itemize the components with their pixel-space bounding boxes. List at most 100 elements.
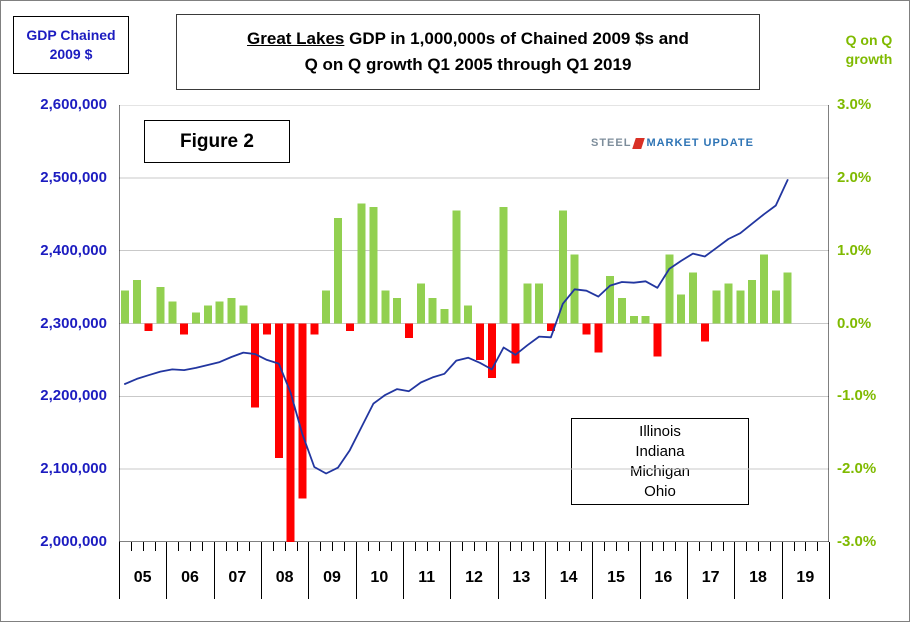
x-axis-quarter-tick bbox=[556, 542, 558, 551]
growth-bar bbox=[641, 316, 650, 324]
x-axis-quarter-tick bbox=[438, 542, 440, 551]
x-axis-year-label: 05 bbox=[133, 569, 152, 586]
x-axis-quarter-tick bbox=[793, 542, 795, 551]
x-axis-quarter-tick bbox=[758, 542, 759, 551]
chart-title-line1-rest: GDP in 1,000,000s of Chained 2009 $s and bbox=[344, 29, 689, 48]
right-axis-title-line2: growth bbox=[845, 51, 893, 67]
x-axis-quarter-tick bbox=[391, 542, 393, 551]
growth-bar bbox=[357, 203, 366, 324]
growth-bar bbox=[736, 290, 745, 324]
x-axis-quarter-tick bbox=[675, 542, 677, 551]
x-axis-year-tick bbox=[734, 542, 736, 599]
gdp-line bbox=[124, 179, 789, 475]
growth-bar bbox=[582, 323, 591, 335]
growth-bar bbox=[523, 283, 532, 324]
x-axis-quarter-tick bbox=[414, 542, 416, 551]
x-axis-year-label: 08 bbox=[275, 569, 294, 586]
left-axis-title-line1: GDP Chained bbox=[26, 27, 116, 43]
growth-bar bbox=[665, 254, 674, 324]
growth-bar bbox=[452, 210, 461, 324]
growth-bar bbox=[156, 287, 165, 324]
state-indiana: Indiana bbox=[635, 442, 685, 460]
x-axis-quarter-tick bbox=[722, 542, 724, 551]
x-axis-quarter-tick bbox=[320, 542, 322, 551]
chart-title-line1: Great Lakes GDP in 1,000,000s of Chained… bbox=[247, 26, 689, 52]
x-axis-quarter-tick bbox=[284, 542, 286, 551]
figure-label-box: Figure 2 bbox=[144, 120, 290, 163]
growth-bar bbox=[298, 323, 307, 499]
state-illinois: Illinois bbox=[639, 422, 681, 440]
x-axis-year-label: 14 bbox=[559, 569, 578, 586]
growth-bar bbox=[310, 323, 319, 335]
chart-title-box: Great Lakes GDP in 1,000,000s of Chained… bbox=[176, 14, 760, 90]
growth-bar bbox=[475, 323, 484, 360]
x-axis-year-label: 13 bbox=[512, 569, 531, 586]
growth-bar bbox=[712, 290, 721, 324]
x-axis-quarter-tick bbox=[190, 542, 191, 551]
growth-bar bbox=[558, 210, 567, 324]
growth-bar bbox=[203, 305, 212, 324]
y-axis-right-tick-label: -2.0% bbox=[837, 460, 877, 478]
growth-bar bbox=[144, 323, 153, 331]
x-axis-year-tick bbox=[687, 542, 688, 599]
x-axis-quarter-tick bbox=[568, 542, 570, 551]
y-axis-left-tick-label: 2,100,000 bbox=[40, 460, 107, 478]
x-axis-year-tick bbox=[592, 542, 594, 599]
growth-bar bbox=[381, 290, 390, 324]
growth-bar bbox=[251, 323, 260, 408]
x-axis-year-tick bbox=[119, 542, 120, 599]
y-axis-right-tick-label: 2.0% bbox=[837, 168, 872, 186]
growth-bar bbox=[783, 272, 792, 324]
x-axis-quarter-tick bbox=[698, 542, 700, 551]
y-axis-right-tick-label: 1.0% bbox=[837, 241, 872, 259]
growth-bar bbox=[759, 254, 768, 324]
x-axis-year-tick bbox=[639, 542, 641, 599]
growth-bar bbox=[416, 283, 425, 324]
x-axis-quarter-tick bbox=[746, 542, 748, 551]
x-axis-year-label: 19 bbox=[796, 569, 815, 586]
x-axis-quarter-tick bbox=[580, 542, 582, 551]
x-axis-quarter-tick bbox=[817, 542, 819, 551]
growth-bar bbox=[464, 305, 473, 324]
x-axis-quarter-tick bbox=[426, 542, 428, 551]
x-axis-quarter-tick bbox=[379, 542, 381, 551]
x-axis-year-tick bbox=[261, 542, 262, 599]
x-axis-quarter-tick bbox=[332, 542, 333, 551]
right-axis-title: Q on Q growth bbox=[831, 31, 907, 69]
growth-bar bbox=[369, 206, 378, 324]
x-axis-quarter-tick bbox=[462, 542, 464, 551]
x-axis-quarter-tick bbox=[604, 542, 606, 551]
x-axis-quarter-tick bbox=[651, 542, 653, 551]
growth-bar bbox=[594, 323, 603, 353]
growth-bar bbox=[700, 323, 709, 342]
growth-bar bbox=[440, 308, 449, 324]
growth-bar bbox=[748, 279, 757, 324]
x-axis-year-tick bbox=[355, 542, 357, 599]
x-axis-quarter-tick bbox=[769, 542, 771, 551]
growth-bar bbox=[629, 316, 638, 324]
x-axis-quarter-tick bbox=[474, 542, 475, 551]
x-axis-year-label: 11 bbox=[418, 569, 436, 586]
growth-bar bbox=[771, 290, 780, 324]
x-axis-year-tick bbox=[308, 542, 310, 599]
x-axis-year-label: 16 bbox=[654, 569, 673, 586]
x-axis-quarter-tick bbox=[272, 542, 274, 551]
x-axis-quarter-tick bbox=[225, 542, 227, 551]
x-axis-year-label: 12 bbox=[465, 569, 483, 586]
growth-bar bbox=[345, 323, 354, 331]
growth-bar bbox=[487, 323, 496, 379]
chart-title-line2: Q on Q growth Q1 2005 through Q1 2019 bbox=[304, 55, 632, 74]
x-axis-quarter-tick bbox=[509, 542, 511, 551]
state-michigan: Michigan bbox=[629, 462, 691, 480]
x-axis-year-tick bbox=[781, 542, 783, 599]
logo-market-text: MARKET bbox=[646, 137, 700, 149]
x-axis-quarter-tick bbox=[616, 542, 617, 551]
y-axis-left-tick-label: 2,200,000 bbox=[40, 387, 107, 405]
growth-bar bbox=[168, 301, 177, 324]
x-axis-year-tick bbox=[450, 542, 452, 599]
states-annotation-box: Illinois Indiana Michigan Ohio bbox=[571, 418, 749, 505]
x-axis-quarter-tick bbox=[249, 542, 251, 551]
y-axis-right-tick-label: 3.0% bbox=[837, 96, 872, 113]
growth-bar bbox=[393, 298, 402, 324]
